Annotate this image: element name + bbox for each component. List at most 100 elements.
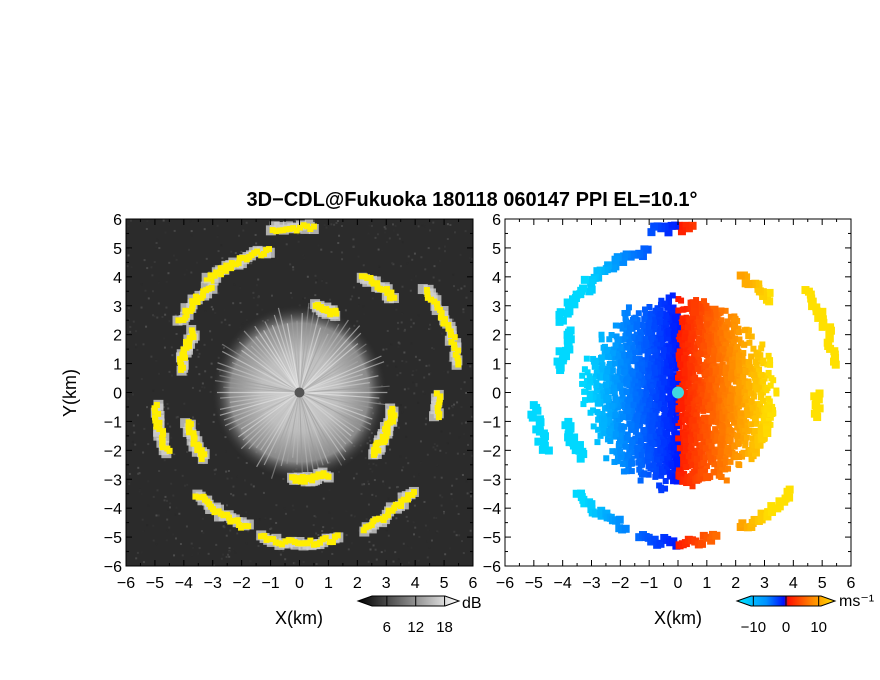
noise-pixel <box>445 451 448 454</box>
noise-pixel <box>402 542 405 545</box>
velocity-pixel <box>652 352 659 359</box>
high-reflectivity-pixel <box>293 227 300 234</box>
noise-pixel <box>450 489 453 492</box>
noise-pixel <box>228 550 231 553</box>
noise-pixel <box>171 354 174 357</box>
velocity-pixel <box>675 419 682 426</box>
noise-pixel <box>197 355 200 358</box>
noise-pixel <box>396 321 399 324</box>
velocity-pixel <box>646 303 653 310</box>
velocity-pixel <box>752 427 759 434</box>
noise-pixel <box>448 407 451 410</box>
noise-pixel <box>304 233 307 236</box>
velocity-pixel <box>681 370 688 377</box>
radial-streak <box>299 332 362 393</box>
noise-pixel <box>385 241 388 244</box>
colorbar-tick-label: 10 <box>810 619 827 636</box>
radial-streak <box>223 386 300 394</box>
velocity-pixel <box>712 368 719 375</box>
velocity-pixel <box>632 377 639 384</box>
noise-pixel <box>257 278 260 281</box>
velocity-pixel <box>693 412 700 419</box>
noise-pixel <box>345 510 348 513</box>
noise-pixel <box>142 343 145 346</box>
noise-pixel <box>156 238 159 241</box>
noise-pixel <box>151 290 154 293</box>
velocity-pixel <box>623 468 630 475</box>
velocity-pixel <box>636 466 643 473</box>
noise-pixel <box>394 551 397 554</box>
echo-halo <box>417 284 428 295</box>
noise-pixel <box>315 279 318 282</box>
high-reflectivity-pixel <box>322 535 329 542</box>
radial-streak <box>255 336 300 393</box>
noise-pixel <box>336 220 339 223</box>
velocity-pixel <box>624 344 631 351</box>
velocity-pixel <box>595 426 602 433</box>
velocity-colorbar: −10 0 10 ms⁻¹ <box>735 593 874 636</box>
noise-pixel <box>190 542 193 545</box>
velocity-pixel <box>665 381 672 388</box>
velocity-pixel <box>652 316 659 323</box>
noise-pixel <box>459 253 462 256</box>
noise-pixel <box>191 554 194 557</box>
velocity-pixel <box>702 454 709 461</box>
velocity-pixel <box>702 444 709 451</box>
high-reflectivity-pixel <box>297 224 304 231</box>
noise-pixel <box>381 278 384 281</box>
noise-pixel <box>412 521 415 524</box>
noise-pixel <box>460 387 463 390</box>
noise-pixel <box>451 498 454 501</box>
noise-pixel <box>150 266 153 269</box>
high-reflectivity-pixel <box>455 358 462 365</box>
high-reflectivity-pixel <box>397 503 404 510</box>
ring-velocity-pixel <box>561 421 570 430</box>
noise-pixel <box>375 558 378 561</box>
high-reflectivity-pixel <box>454 354 461 361</box>
noise-pixel <box>128 247 131 250</box>
velocity-pixel <box>719 410 726 417</box>
velocity-pixel <box>711 397 718 404</box>
velocity-pixel <box>741 378 748 385</box>
high-reflectivity-pixel <box>437 393 444 400</box>
noise-pixel <box>129 325 132 328</box>
noise-pixel <box>283 507 286 510</box>
ring-velocity-pixel <box>580 275 589 284</box>
velocity-pixel <box>612 431 619 438</box>
velocity-colorbar-unit: ms⁻¹ <box>839 593 874 610</box>
noise-pixel <box>170 346 173 349</box>
radial-streak <box>219 391 300 416</box>
noise-pixel <box>201 386 204 389</box>
ring-velocity-pixel <box>534 437 543 446</box>
high-reflectivity-pixel <box>242 522 249 529</box>
noise-pixel <box>127 307 130 310</box>
noise-pixel <box>428 323 431 326</box>
noise-pixel <box>368 540 371 543</box>
ring-velocity-pixel <box>558 356 567 365</box>
velocity-pixel <box>670 376 677 383</box>
noise-pixel <box>449 224 452 227</box>
noise-pixel <box>453 530 456 533</box>
ring-velocity-pixel <box>587 500 596 509</box>
velocity-pixel <box>727 393 734 400</box>
noise-pixel <box>440 332 443 335</box>
velocity-pixel <box>752 359 759 366</box>
y-tick-label: 5 <box>113 241 122 258</box>
velocity-pixel <box>628 460 635 467</box>
high-reflectivity-pixel <box>317 539 324 546</box>
velocity-pixel <box>672 316 679 323</box>
velocity-pixel <box>701 414 708 421</box>
velocity-pixel <box>587 379 594 386</box>
noise-pixel <box>129 219 132 222</box>
velocity-pixel <box>594 409 601 416</box>
velocity-pixel <box>705 381 712 388</box>
noise-pixel <box>212 420 215 423</box>
noise-pixel <box>412 322 415 325</box>
velocity-pixel <box>646 379 653 386</box>
ring-velocity-pixel <box>669 537 678 546</box>
high-reflectivity-pixel <box>155 410 162 417</box>
noise-pixel <box>466 492 469 495</box>
velocity-pixel <box>658 384 665 391</box>
velocity-pixel <box>664 395 671 402</box>
velocity-pixel <box>623 457 630 464</box>
